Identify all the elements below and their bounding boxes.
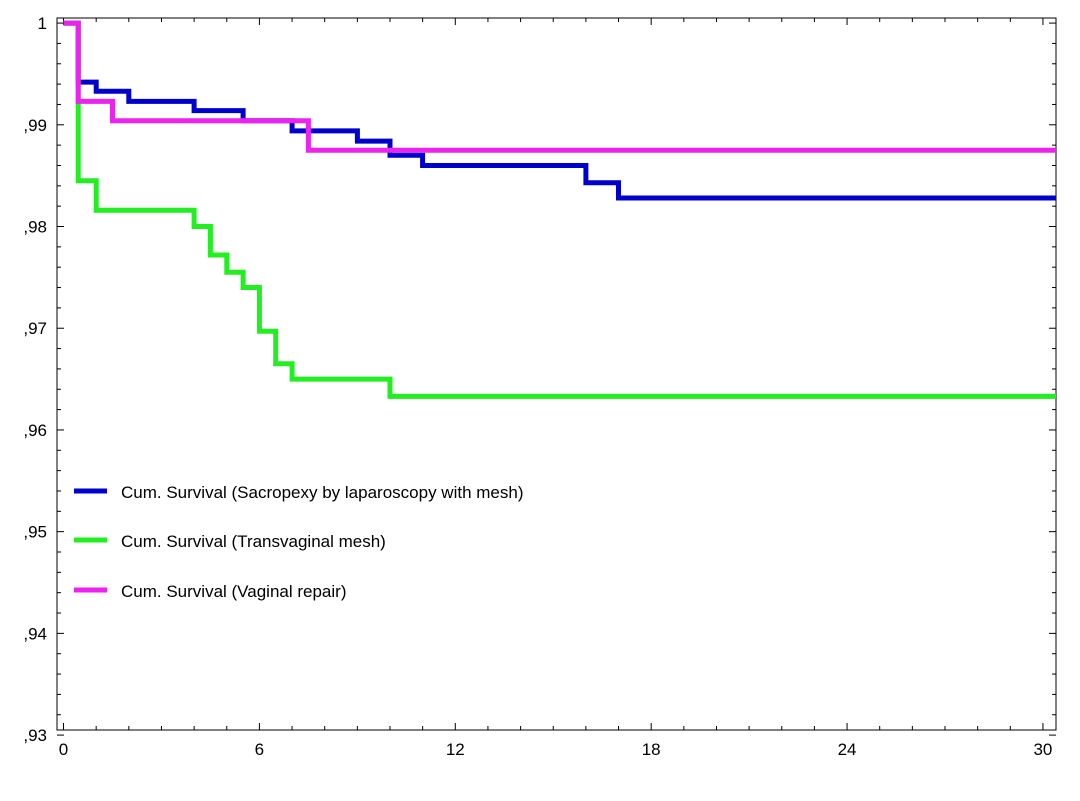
y-tick-label: ,93 xyxy=(23,726,47,745)
legend-label-3: Cum. Survival (Vaginal repair) xyxy=(121,582,346,601)
y-axis-tick-labels: ,93 ,94 ,95 ,96 ,97 ,98 ,99 1 xyxy=(23,14,47,745)
y-tick-label: ,95 xyxy=(23,523,47,542)
y-tick-label: ,98 xyxy=(23,218,47,237)
y-tick-label: 1 xyxy=(38,14,47,33)
x-axis-tick-labels: 0 6 12 18 24 30 xyxy=(59,740,1053,759)
x-tick-label: 0 xyxy=(59,740,68,759)
y-tick-label: ,99 xyxy=(23,116,47,135)
x-tick-label: 6 xyxy=(255,740,264,759)
legend-label-2: Cum. Survival (Transvaginal mesh) xyxy=(121,532,386,551)
x-tick-label: 12 xyxy=(446,740,465,759)
series-line-2 xyxy=(63,20,1056,399)
plot-area xyxy=(56,17,1057,731)
legend-label-1: Cum. Survival (Sacropexy by laparoscopy … xyxy=(121,483,523,502)
series-line-3 xyxy=(63,20,1056,153)
x-tick-label: 30 xyxy=(1033,740,1052,759)
y-tick-label: ,96 xyxy=(23,421,47,440)
x-tick-label: 24 xyxy=(838,740,857,759)
series-line-1 xyxy=(63,20,1056,201)
axis-ticks xyxy=(57,18,1056,736)
y-tick-label: ,94 xyxy=(23,624,47,643)
legend: Cum. Survival (Sacropexy by laparoscopy … xyxy=(74,483,523,601)
series-lines xyxy=(63,20,1056,399)
y-tick-label: ,97 xyxy=(23,319,47,338)
x-tick-label: 18 xyxy=(642,740,661,759)
